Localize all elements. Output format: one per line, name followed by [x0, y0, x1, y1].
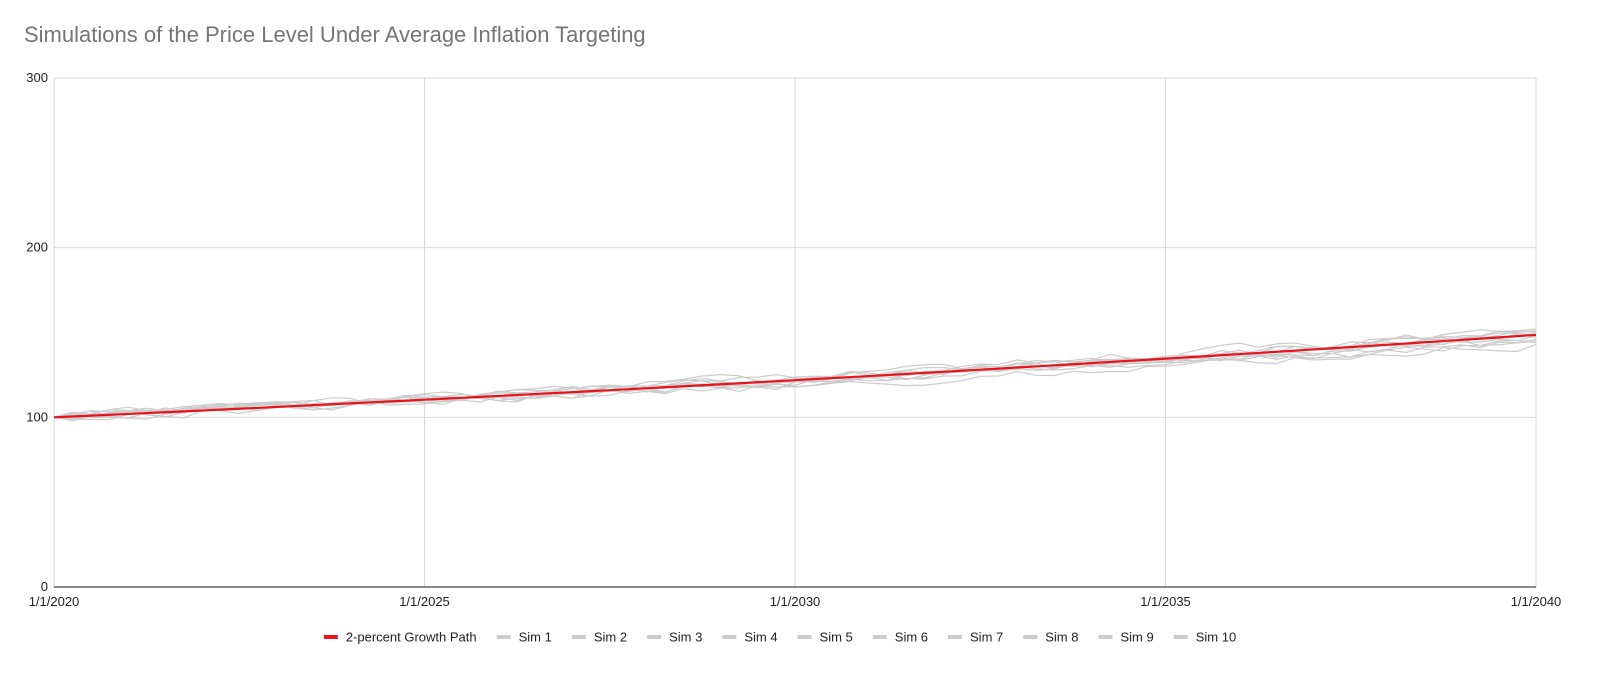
- legend-label: Sim 4: [744, 630, 777, 645]
- legend-swatch-sim: [872, 635, 887, 639]
- x-tick-label: 1/1/2020: [29, 594, 80, 609]
- legend-label: Sim 10: [1196, 630, 1236, 645]
- legend-label: Sim 3: [669, 630, 702, 645]
- y-tick-label: 0: [41, 579, 48, 594]
- legend-swatch-sim: [948, 635, 963, 639]
- x-tick-label: 1/1/2030: [770, 594, 821, 609]
- legend-swatch-sim: [571, 635, 586, 639]
- legend-swatch-growth-path: [323, 635, 338, 639]
- legend-swatch-sim: [797, 635, 812, 639]
- legend-swatch-sim: [1098, 635, 1113, 639]
- legend-swatch-sim: [647, 635, 662, 639]
- sim-line: [53, 330, 1537, 421]
- legend-label: Sim 5: [820, 630, 853, 645]
- legend-swatch-sim: [1173, 635, 1188, 639]
- legend-label: Sim 2: [594, 630, 627, 645]
- y-tick-label: 100: [26, 409, 48, 424]
- y-tick-label: 300: [26, 70, 48, 85]
- x-tick-label: 1/1/2040: [1511, 594, 1562, 609]
- legend-swatch-sim: [722, 635, 737, 639]
- x-tick-label: 1/1/2025: [399, 594, 450, 609]
- grid-lines: [53, 77, 1537, 587]
- growth-path-line: [53, 333, 1537, 419]
- axes: 0 100 200 300 1/1/2020 1/1/2025 1/1/2030 1/1/20…: [26, 70, 1561, 609]
- legend-label: Sim 1: [519, 630, 552, 645]
- x-tick-label: 1/1/2035: [1140, 594, 1191, 609]
- chart-title: Simulations of the Price Level Under Ave…: [24, 22, 646, 47]
- legend-label: 2-percent Growth Path: [346, 630, 477, 645]
- legend-label: Sim 9: [1120, 630, 1153, 645]
- y-tick-label: 200: [26, 240, 48, 255]
- legend-swatch-sim: [496, 635, 511, 639]
- legend-swatch-sim: [1023, 635, 1038, 639]
- growth-path-series-line: [53, 333, 1537, 419]
- legend-label: Sim 6: [895, 630, 928, 645]
- legend-label: Sim 8: [1045, 630, 1078, 645]
- legend: 2-percent Growth Path Sim 1 Sim 2 Sim 3 Sim …: [323, 630, 1236, 645]
- legend-label: Sim 7: [970, 630, 1003, 645]
